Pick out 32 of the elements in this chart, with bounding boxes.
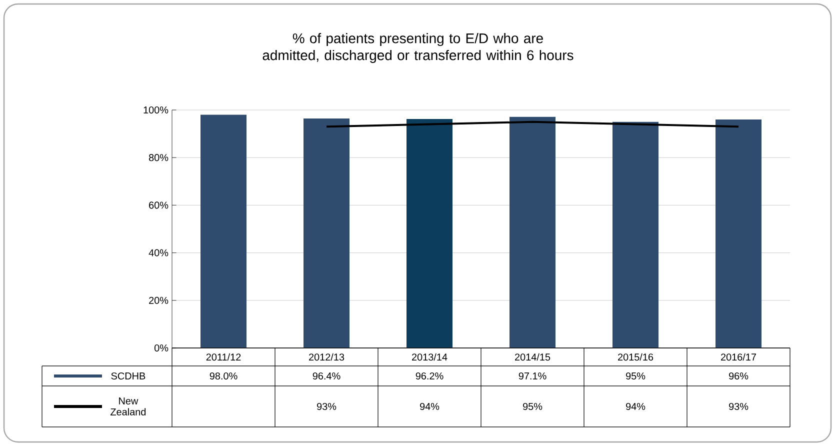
bar [510, 116, 556, 348]
x-tick-label: 2013/14 [412, 353, 448, 361]
chart-title: % of patients presenting to E/D who are admitted, discharged or transferred within 6 hours [262, 33, 574, 63]
data-label: 96.2% [416, 372, 444, 380]
data-label: 98.0% [210, 372, 238, 380]
y-tick-label: 20% [149, 296, 168, 304]
y-tick-label: 40% [148, 249, 168, 256]
x-tick-label: 2012/13 [309, 353, 344, 361]
bar [304, 118, 350, 348]
data-label: 93% [317, 402, 336, 410]
bar [612, 122, 659, 348]
legend-label: New Zealand [110, 398, 146, 416]
data-label: 97.1% [518, 372, 546, 380]
x-tick-label: 2011/12 [206, 353, 241, 361]
data-label: 96.4% [312, 372, 340, 380]
x-tick-label: 2014/15 [515, 353, 550, 361]
bar [200, 114, 247, 348]
bar [716, 120, 762, 348]
data-label: 94% [420, 402, 440, 410]
data-label: 93% [729, 402, 748, 410]
y-tick-label: 100% [144, 106, 168, 114]
data-label: 95% [523, 402, 542, 410]
bar [406, 119, 453, 348]
y-tick-label: 80% [148, 154, 168, 162]
x-tick-label: 2015/16 [618, 353, 654, 361]
data-label: 95% [626, 372, 646, 380]
data-label: 94% [626, 402, 646, 410]
y-tick-label: 60% [149, 202, 168, 209]
x-tick-label: 2016/17 [721, 353, 756, 361]
legend-label: SCDHB [111, 372, 146, 380]
y-tick-label: 0% [154, 344, 168, 352]
data-label: 96% [729, 372, 748, 380]
